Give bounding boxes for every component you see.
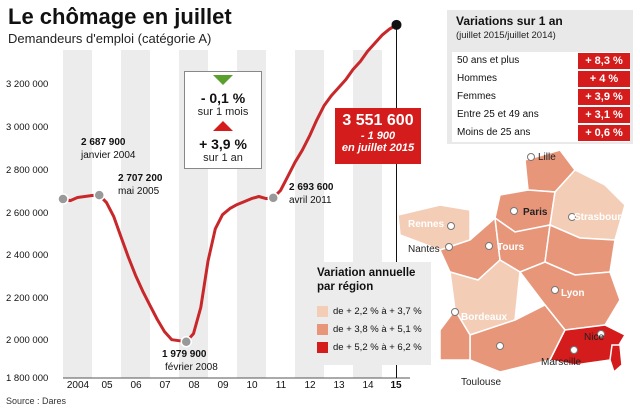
x-tick: 08 — [188, 380, 200, 391]
city-dot — [447, 222, 455, 230]
x-tick: 10 — [246, 380, 258, 391]
annotation-value: 2 687 900 — [81, 137, 126, 148]
variation-value: + 4 % — [578, 71, 630, 87]
city-label-marseille: Marseille — [541, 357, 582, 368]
annotation-label: février 2008 — [165, 362, 218, 373]
region-sud-ouest — [439, 308, 471, 361]
year-change-value: + 3,9 % — [199, 136, 247, 152]
city-label-paris: Paris — [523, 207, 548, 218]
city-label-toulouse: Toulouse — [461, 377, 502, 388]
latest-change: - 1 900 — [360, 130, 396, 142]
city-label-strasbourg: Strasbourg — [574, 212, 628, 223]
page-title: Le chômage en juillet — [8, 4, 232, 29]
city-dot — [451, 308, 459, 316]
city-label-tours: Tours — [497, 242, 525, 253]
variation-row: 50 ans et plus + 8,3 % — [452, 52, 630, 70]
x-tick: 11 — [275, 380, 287, 391]
series-line — [62, 23, 398, 344]
city-label-lyon: Lyon — [561, 288, 585, 299]
y-tick: 2 400 000 — [6, 250, 49, 261]
city-dot — [445, 243, 453, 251]
variation-label: Entre 25 et 49 ans — [457, 109, 539, 120]
data-point-marker — [57, 193, 69, 205]
year-change-label: sur 1 an — [203, 152, 243, 164]
x-tick: 09 — [217, 380, 229, 391]
y-tick: 1 800 000 — [6, 373, 49, 384]
x-tick: 07 — [159, 380, 171, 391]
annotation-value: 2 707 200 — [118, 173, 163, 184]
x-tick: 12 — [304, 380, 316, 391]
data-point-marker — [180, 335, 192, 348]
variation-value: + 3,1 % — [578, 107, 630, 123]
city-dot — [527, 153, 535, 161]
variation-row: Femmes + 3,9 % — [452, 88, 630, 106]
city-dot — [551, 286, 559, 294]
city-label-bordeaux: Bordeaux — [461, 312, 508, 323]
month-change-label: sur 1 mois — [197, 106, 249, 118]
legend-label: de + 2,2 % à + 3,7 % — [333, 306, 422, 317]
city-label-lille: Lille — [538, 152, 556, 163]
latest-label: en juillet 2015 — [341, 142, 415, 154]
x-tick: 2004 — [66, 380, 90, 391]
data-point-marker — [267, 192, 279, 204]
annotation-value: 2 693 600 — [289, 182, 334, 193]
month-change-value: - 0,1 % — [200, 90, 246, 106]
region-corse — [609, 344, 623, 374]
data-point-marker — [93, 189, 105, 201]
variation-row: Hommes + 4 % — [452, 70, 630, 88]
map-legend: Variation annuelle par région de + 2,2 %… — [309, 262, 431, 365]
annotation-label: janvier 2004 — [81, 150, 136, 161]
city-label-rennes: Rennes — [408, 219, 445, 230]
city-dot — [510, 207, 518, 215]
city-dot — [597, 330, 605, 338]
latest-value-callout: 3 551 600 - 1 900 en juillet 2015 — [335, 108, 421, 164]
legend-label: de + 3,8 % à + 5,1 % — [333, 324, 422, 335]
legend-swatch — [317, 324, 328, 335]
y-tick: 3 200 000 — [6, 79, 49, 90]
arrow-up-icon — [213, 121, 233, 131]
variation-value: + 3,9 % — [578, 89, 630, 105]
year-band — [63, 50, 92, 378]
variation-row: Entre 25 et 49 ans + 3,1 % — [452, 106, 630, 124]
city-dot — [570, 346, 578, 354]
variation-label: Femmes — [457, 91, 496, 102]
annotation-label: avril 2011 — [289, 195, 332, 206]
y-tick: 2 800 000 — [6, 165, 49, 176]
variation-row: Moins de 25 ans + 0,6 % — [452, 124, 630, 142]
annotation-label: mai 2005 — [118, 186, 160, 197]
legend-swatch — [317, 342, 328, 353]
y-tick: 3 000 000 — [6, 122, 49, 133]
legend-swatch — [317, 306, 328, 317]
variation-value: + 8,3 % — [578, 53, 630, 69]
y-tick: 2 000 000 — [6, 335, 49, 346]
variation-label: Hommes — [457, 73, 498, 84]
city-dot — [568, 213, 576, 221]
year-band — [121, 50, 150, 378]
city-label-nice: Nice — [584, 332, 605, 343]
map-legend-title: Variation annuelle par région — [317, 267, 416, 293]
x-tick: 14 — [362, 380, 374, 391]
source-note: Source : Dares — [6, 396, 67, 406]
legend-label: de + 5,2 % à + 6,2 % — [333, 342, 422, 353]
page-subtitle: Demandeurs d'emploi (catégorie A) — [8, 31, 212, 46]
x-tick: 05 — [101, 380, 113, 391]
y-tick: 2 200 000 — [6, 293, 49, 304]
city-label-nantes: Nantes — [408, 244, 440, 255]
city-dot — [496, 342, 504, 350]
variation-value: + 0,6 % — [578, 125, 630, 141]
y-tick: 2 600 000 — [6, 208, 49, 219]
change-summary-box: - 0,1 % sur 1 mois + 3,9 % sur 1 an — [184, 71, 262, 169]
variation-label: 50 ans et plus — [457, 55, 520, 66]
variations-panel: Variations sur 1 an (juillet 2015/juille… — [447, 10, 633, 144]
variation-label: Moins de 25 ans — [457, 127, 531, 138]
variations-title: Variations sur 1 an — [456, 14, 563, 28]
arrow-down-icon — [213, 75, 233, 85]
latest-value: 3 551 600 — [342, 112, 414, 129]
variations-subtitle: (juillet 2015/juillet 2014) — [456, 30, 556, 41]
x-tick: 13 — [333, 380, 345, 391]
city-dot — [485, 242, 493, 250]
x-tick: 06 — [130, 380, 142, 391]
annotation-value: 1 979 900 — [162, 349, 207, 360]
x-tick: 15 — [390, 380, 402, 391]
